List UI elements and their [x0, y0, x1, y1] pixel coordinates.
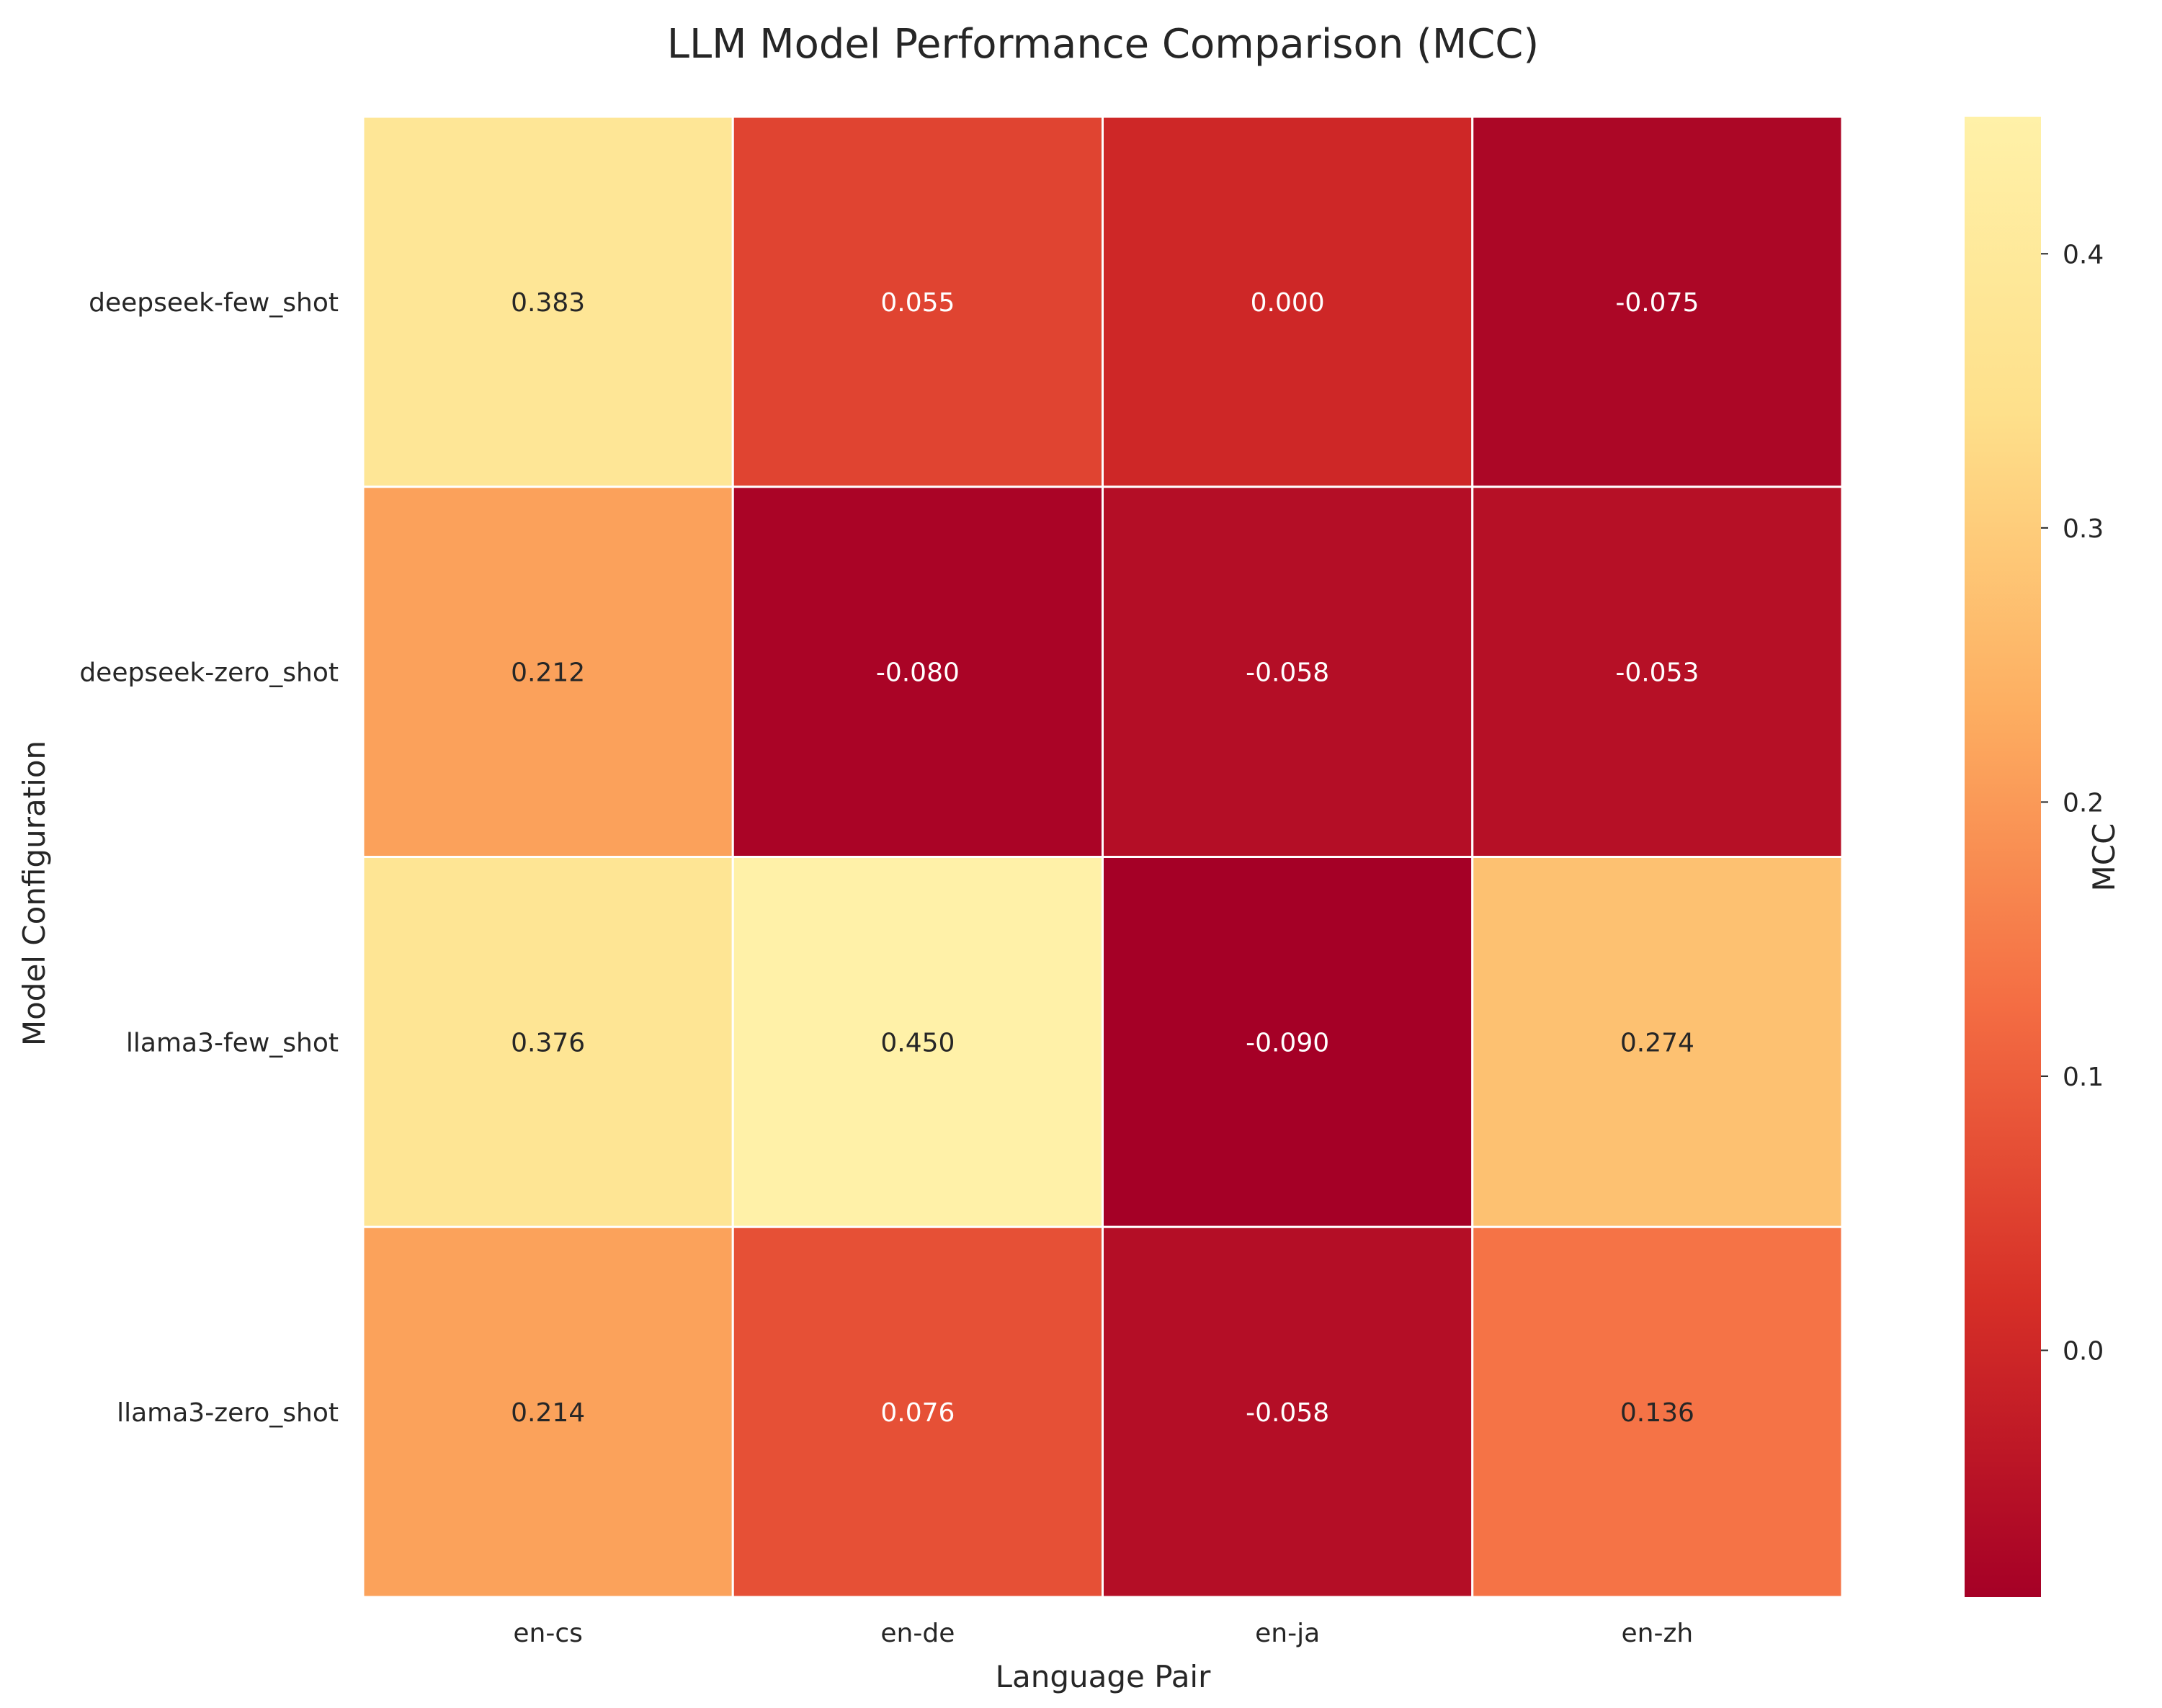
x-tick-labels: en-cs en-de en-ja en-zh — [513, 1619, 1693, 1648]
cell-value-label: 0.000 — [1251, 288, 1325, 318]
heatmap-cell — [1102, 486, 1474, 858]
heatmap-cell — [1102, 115, 1474, 488]
cell-value-label: 0.274 — [1620, 1028, 1694, 1058]
colorbar-label: MCC — [2086, 823, 2122, 892]
y-axis-label: Model Configuration — [17, 741, 52, 1046]
cell-value-label: -0.080 — [876, 658, 960, 688]
x-axis-label: Language Pair — [996, 1659, 1211, 1694]
heatmap-cell — [1471, 856, 1844, 1228]
colorbar-tick-label: 0.2 — [2063, 788, 2104, 818]
heatmap-cell — [1102, 1225, 1474, 1599]
colorbar-ticks: 0.0 0.1 0.2 0.3 0.4 — [2041, 240, 2104, 1367]
cell-value-label: 0.376 — [511, 1028, 585, 1058]
x-tick-label: en-zh — [1622, 1619, 1694, 1648]
cell-value-label: -0.075 — [1615, 288, 1699, 318]
heatmap-cell — [362, 115, 734, 488]
colorbar-tick-label: 0.1 — [2063, 1063, 2104, 1092]
colorbar-tick-label: 0.3 — [2063, 514, 2104, 544]
cell-value-label: 0.136 — [1620, 1398, 1694, 1428]
chart-title: LLM Model Performance Comparison (MCC) — [667, 21, 1539, 68]
cell-value-label: -0.053 — [1615, 658, 1699, 688]
heatmap-cell — [731, 1225, 1104, 1599]
y-tick-label: llama3-zero_shot — [117, 1398, 339, 1428]
cell-value-label: -0.090 — [1246, 1028, 1329, 1058]
heatmap-cell — [1471, 1225, 1844, 1599]
cell-value-label: 0.214 — [511, 1398, 585, 1428]
y-tick-label: deepseek-zero_shot — [79, 658, 339, 688]
x-tick-label: en-ja — [1255, 1619, 1320, 1648]
y-tick-label: llama3-few_shot — [126, 1028, 339, 1058]
cell-value-label: 0.076 — [880, 1398, 955, 1428]
y-tick-label: deepseek-few_shot — [89, 288, 339, 318]
cell-value-label: -0.058 — [1246, 658, 1329, 688]
cell-value-label: 0.212 — [511, 658, 585, 688]
heatmap-cell — [362, 1225, 734, 1599]
x-tick-label: en-cs — [513, 1619, 583, 1648]
heatmap-cell — [731, 486, 1104, 858]
heatmap-cell — [1471, 115, 1844, 488]
y-tick-labels: deepseek-few_shot deepseek-zero_shotllama… — [79, 288, 339, 1428]
heatmap-cell — [731, 856, 1104, 1228]
heatmap-cell — [731, 115, 1104, 488]
colorbar-tick-label: 0.4 — [2063, 240, 2104, 269]
colorbar — [1965, 117, 2041, 1597]
cell-value-label: 0.383 — [511, 288, 585, 318]
colorbar-tick-label: 0.0 — [2063, 1337, 2104, 1367]
x-tick-label: en-de — [880, 1619, 955, 1648]
heatmap-cell — [1471, 486, 1844, 858]
cell-labels: 0.383 0.055 0.000 -0.075 0.212 -0.080 -0.058 -0… — [511, 288, 1699, 1428]
heatmap-cells — [362, 115, 1844, 1599]
cell-value-label: 0.055 — [880, 288, 955, 318]
heatmap-cell — [362, 486, 734, 858]
cell-value-label: 0.450 — [880, 1028, 955, 1058]
cell-value-label: -0.058 — [1246, 1398, 1329, 1428]
